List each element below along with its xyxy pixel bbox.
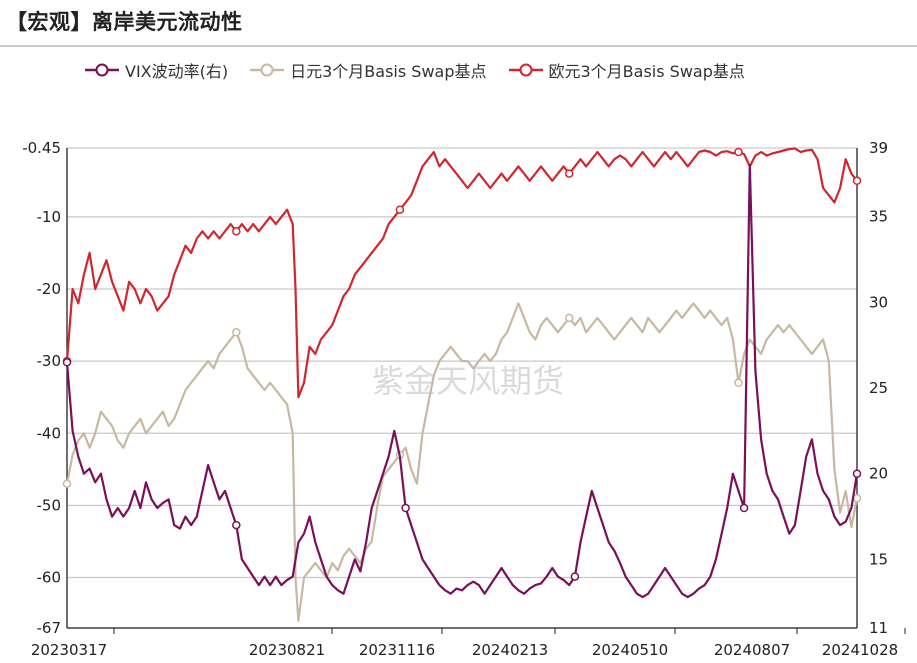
series-marker-eur <box>232 227 241 236</box>
x-tick-label: 20231116 <box>359 641 435 659</box>
series-marker-vix <box>401 503 410 513</box>
series-marker-vix <box>739 503 749 513</box>
left-tick-label: -20 <box>37 280 62 298</box>
chart-legend: VIX波动率(右) 日元3个月Basis Swap基点 欧元3个月Basis S… <box>85 58 767 82</box>
series-marker-eur <box>734 147 743 157</box>
x-tick-label: 20230821 <box>249 641 325 659</box>
watermark-text: 紫金天风期货 <box>372 362 564 400</box>
series-marker-jpy <box>62 479 72 488</box>
legend-item-jpy[interactable]: 日元3个月Basis Swap基点 <box>250 58 487 82</box>
left-tick-label: -50 <box>37 496 62 514</box>
series-marker-eur <box>395 205 405 214</box>
left-tick-label: -30 <box>37 352 62 370</box>
legend-marker-eur <box>508 63 543 77</box>
x-tick-label: 20241028 <box>822 641 898 659</box>
series-line-eur <box>65 147 858 399</box>
right-tick-label: 30 <box>869 293 888 311</box>
series-marker-eur <box>852 176 862 186</box>
right-tick-label: 11 <box>869 619 888 637</box>
series-marker-eur <box>564 169 574 178</box>
right-tick-label: 25 <box>869 379 888 397</box>
series-marker-vix <box>570 572 580 581</box>
x-tick-label: 20240807 <box>714 641 790 659</box>
series-marker-jpy <box>734 378 743 388</box>
right-tick-label: 39 <box>869 139 888 157</box>
legend-item-eur[interactable]: 欧元3个月Basis Swap基点 <box>508 58 745 82</box>
legend-label-jpy: 日元3个月Basis Swap基点 <box>290 62 487 81</box>
legend-item-vix[interactable]: VIX波动率(右) <box>85 58 228 82</box>
left-tick-label: -10 <box>37 208 62 226</box>
legend-marker-jpy <box>250 63 285 77</box>
left-tick-label: -67 <box>37 619 62 637</box>
series-marker-jpy <box>232 328 241 337</box>
series-marker-vix <box>232 520 241 530</box>
left-tick-label: -0.45 <box>22 139 61 157</box>
left-tick-label: -40 <box>37 424 62 442</box>
legend-marker-vix <box>85 63 119 77</box>
title-divider <box>0 45 917 47</box>
x-tick-label: 20230317 <box>31 641 107 659</box>
series-marker-vix <box>62 358 72 367</box>
right-tick-label: 35 <box>869 208 888 226</box>
right-tick-label: 20 <box>869 465 888 483</box>
legend-label-eur: 欧元3个月Basis Swap基点 <box>548 62 745 81</box>
series-marker-vix <box>852 469 862 478</box>
series-line-vix <box>65 164 859 599</box>
left-tick-label: -60 <box>37 569 62 587</box>
series-line-jpy <box>65 302 859 622</box>
x-tick-label: 20240213 <box>472 641 548 659</box>
series-marker-jpy <box>564 313 574 323</box>
x-tick-label: 20240510 <box>592 641 668 659</box>
legend-label-vix: VIX波动率(右) <box>125 62 229 81</box>
chart-title: 【宏观】离岸美元流动性 <box>6 10 243 34</box>
series-marker-jpy <box>852 493 862 503</box>
right-tick-label: 15 <box>869 550 888 568</box>
